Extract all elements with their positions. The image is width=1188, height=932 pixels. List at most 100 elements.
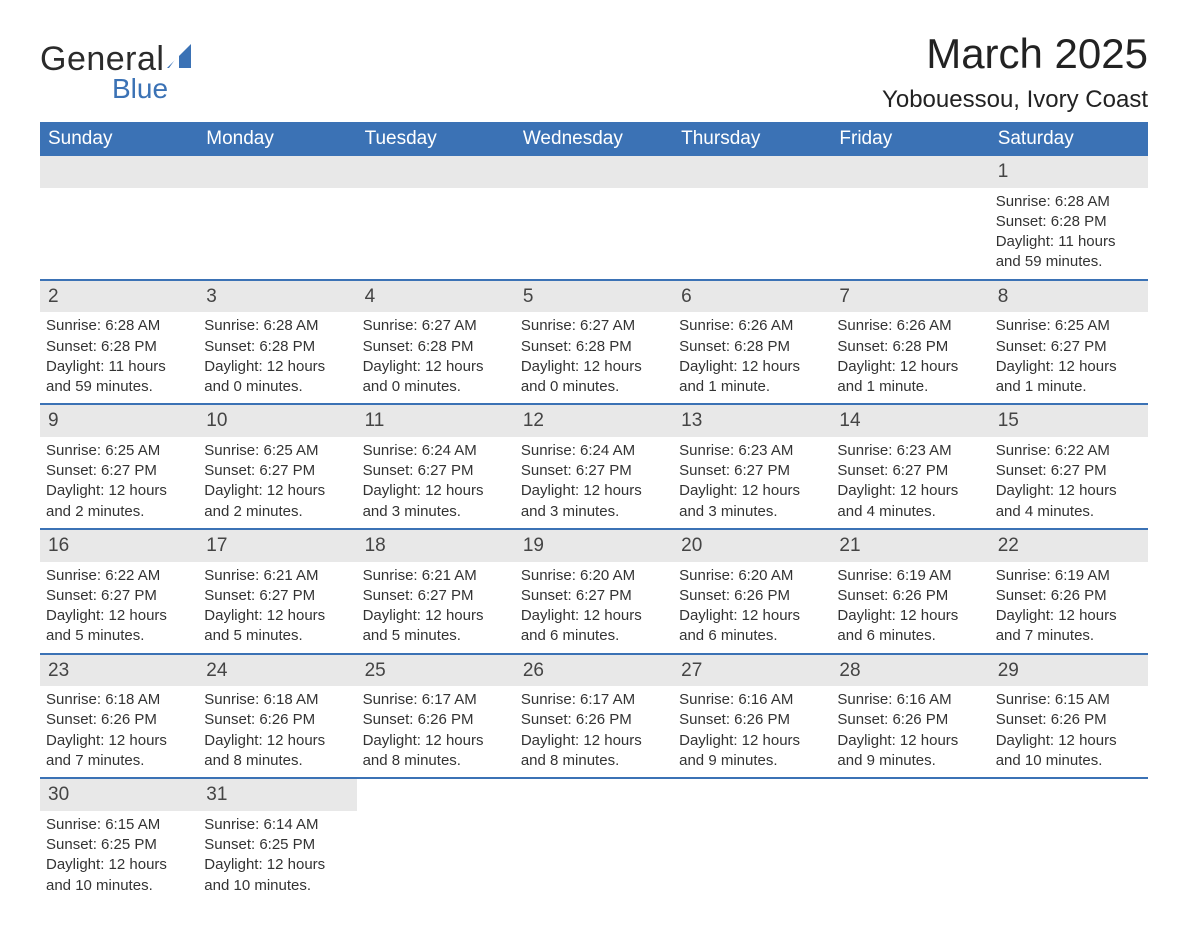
daylight-text: Daylight: 12 hours and 3 minutes.: [363, 481, 509, 522]
day-number: 4: [357, 281, 515, 313]
daylight-text: Daylight: 11 hours and 59 minutes.: [996, 232, 1142, 273]
daylight-text: Daylight: 12 hours and 3 minutes.: [521, 481, 667, 522]
day-number: 26: [515, 655, 673, 687]
sunrise-text: Sunrise: 6:27 AM: [363, 316, 509, 336]
calendar-day: 12 Sunrise: 6:24 AMSunset: 6:27 PMDayligh…: [515, 404, 673, 529]
day-header: Thursday: [673, 122, 831, 156]
day-number: 3: [198, 281, 356, 313]
day-header: Sunday: [40, 122, 198, 156]
day-header-row: SundayMondayTuesdayWednesdayThursdayFrid…: [40, 122, 1148, 156]
sunrise-text: Sunrise: 6:27 AM: [521, 316, 667, 336]
daylight-text: Daylight: 12 hours and 1 minute.: [837, 357, 983, 398]
sunset-text: Sunset: 6:27 PM: [679, 461, 825, 481]
day-number: 13: [673, 405, 831, 437]
sunrise-text: Sunrise: 6:18 AM: [46, 690, 192, 710]
day-number: [198, 156, 356, 188]
sunrise-text: Sunrise: 6:18 AM: [204, 690, 350, 710]
month-title: March 2025: [882, 30, 1148, 78]
day-number: 7: [831, 281, 989, 313]
day-number: 14: [831, 405, 989, 437]
calendar-day-empty: [673, 778, 831, 902]
sunset-text: Sunset: 6:28 PM: [363, 337, 509, 357]
day-number: 18: [357, 530, 515, 562]
calendar-day: 25Sunrise: 6:17 AMSunset: 6:26 PMDayligh…: [357, 654, 515, 779]
calendar-day-empty: [673, 156, 831, 280]
daylight-text: Daylight: 12 hours and 9 minutes.: [679, 731, 825, 772]
sunset-text: Sunset: 6:26 PM: [521, 710, 667, 730]
sunrise-text: Sunrise: 6:26 AM: [679, 316, 825, 336]
day-number: 24: [198, 655, 356, 687]
calendar-table: SundayMondayTuesdayWednesdayThursdayFrid…: [40, 122, 1148, 902]
day-number: 30: [40, 779, 198, 811]
sunset-text: Sunset: 6:28 PM: [46, 337, 192, 357]
daylight-text: Daylight: 12 hours and 0 minutes.: [204, 357, 350, 398]
sunset-text: Sunset: 6:27 PM: [363, 461, 509, 481]
day-number: 22: [990, 530, 1148, 562]
sunrise-text: Sunrise: 6:17 AM: [521, 690, 667, 710]
day-number: 25: [357, 655, 515, 687]
calendar-week: 9Sunrise: 6:25 AMSunset: 6:27 PMDaylight…: [40, 404, 1148, 529]
day-number: [357, 156, 515, 188]
sunset-text: Sunset: 6:27 PM: [521, 461, 667, 481]
calendar-day-empty: [357, 778, 515, 902]
sunrise-text: Sunrise: 6:20 AM: [679, 566, 825, 586]
calendar-day-empty: [515, 156, 673, 280]
calendar-day: 3 Sunrise: 6:28 AMSunset: 6:28 PMDaylight…: [198, 280, 356, 405]
sunrise-text: Sunrise: 6:24 AM: [521, 441, 667, 461]
brand-word2: Blue: [112, 73, 168, 105]
calendar-day: 5Sunrise: 6:27 AMSunset: 6:28 PMDaylight…: [515, 280, 673, 405]
sunset-text: Sunset: 6:26 PM: [837, 586, 983, 606]
sunrise-text: Sunrise: 6:24 AM: [363, 441, 509, 461]
day-number: 12: [515, 405, 673, 437]
sunset-text: Sunset: 6:27 PM: [204, 461, 350, 481]
daylight-text: Daylight: 12 hours and 10 minutes.: [204, 855, 350, 896]
calendar-day-empty: [990, 778, 1148, 902]
day-number: 28: [831, 655, 989, 687]
day-number: 5: [515, 281, 673, 313]
calendar-day: 4Sunrise: 6:27 AMSunset: 6:28 PMDaylight…: [357, 280, 515, 405]
sunrise-text: Sunrise: 6:28 AM: [204, 316, 350, 336]
sunset-text: Sunset: 6:27 PM: [363, 586, 509, 606]
sunrise-text: Sunrise: 6:23 AM: [679, 441, 825, 461]
sunrise-text: Sunrise: 6:20 AM: [521, 566, 667, 586]
sunset-text: Sunset: 6:25 PM: [204, 835, 350, 855]
daylight-text: Daylight: 12 hours and 5 minutes.: [204, 606, 350, 647]
sunrise-text: Sunrise: 6:28 AM: [46, 316, 192, 336]
sunrise-text: Sunrise: 6:14 AM: [204, 815, 350, 835]
sunrise-text: Sunrise: 6:21 AM: [204, 566, 350, 586]
sunrise-text: Sunrise: 6:25 AM: [996, 316, 1142, 336]
daylight-text: Daylight: 12 hours and 6 minutes.: [837, 606, 983, 647]
sunset-text: Sunset: 6:27 PM: [46, 586, 192, 606]
sunset-text: Sunset: 6:26 PM: [679, 586, 825, 606]
sunset-text: Sunset: 6:28 PM: [521, 337, 667, 357]
calendar-day-empty: [40, 156, 198, 280]
calendar-day: 22Sunrise: 6:19 AMSunset: 6:26 PMDayligh…: [990, 529, 1148, 654]
calendar-day: 24Sunrise: 6:18 AMSunset: 6:26 PMDayligh…: [198, 654, 356, 779]
sunset-text: Sunset: 6:27 PM: [837, 461, 983, 481]
daylight-text: Daylight: 12 hours and 5 minutes.: [363, 606, 509, 647]
calendar-week: 1Sunrise: 6:28 AMSunset: 6:28 PMDaylight…: [40, 156, 1148, 280]
daylight-text: Daylight: 12 hours and 6 minutes.: [521, 606, 667, 647]
calendar-day: 9Sunrise: 6:25 AMSunset: 6:27 PMDaylight…: [40, 404, 198, 529]
day-number: 1: [990, 156, 1148, 188]
calendar-day: 27Sunrise: 6:16 AMSunset: 6:26 PMDayligh…: [673, 654, 831, 779]
calendar-day: 28Sunrise: 6:16 AMSunset: 6:26 PMDayligh…: [831, 654, 989, 779]
calendar-day: 1Sunrise: 6:28 AMSunset: 6:28 PMDaylight…: [990, 156, 1148, 280]
day-number: 23: [40, 655, 198, 687]
sunset-text: Sunset: 6:27 PM: [521, 586, 667, 606]
daylight-text: Daylight: 12 hours and 7 minutes.: [46, 731, 192, 772]
calendar-day: 20Sunrise: 6:20 AMSunset: 6:26 PMDayligh…: [673, 529, 831, 654]
day-number: 11: [357, 405, 515, 437]
calendar-day: 10Sunrise: 6:25 AMSunset: 6:27 PMDayligh…: [198, 404, 356, 529]
sunset-text: Sunset: 6:25 PM: [46, 835, 192, 855]
day-header: Friday: [831, 122, 989, 156]
sunset-text: Sunset: 6:26 PM: [996, 586, 1142, 606]
header: General Blue March 2025 Yobouessou, Ivor…: [40, 30, 1148, 114]
sunset-text: Sunset: 6:28 PM: [204, 337, 350, 357]
day-number: 17: [198, 530, 356, 562]
calendar-week: 2Sunrise: 6:28 AMSunset: 6:28 PMDaylight…: [40, 280, 1148, 405]
daylight-text: Daylight: 12 hours and 5 minutes.: [46, 606, 192, 647]
sunset-text: Sunset: 6:26 PM: [996, 710, 1142, 730]
daylight-text: Daylight: 12 hours and 10 minutes.: [46, 855, 192, 896]
day-header: Wednesday: [515, 122, 673, 156]
